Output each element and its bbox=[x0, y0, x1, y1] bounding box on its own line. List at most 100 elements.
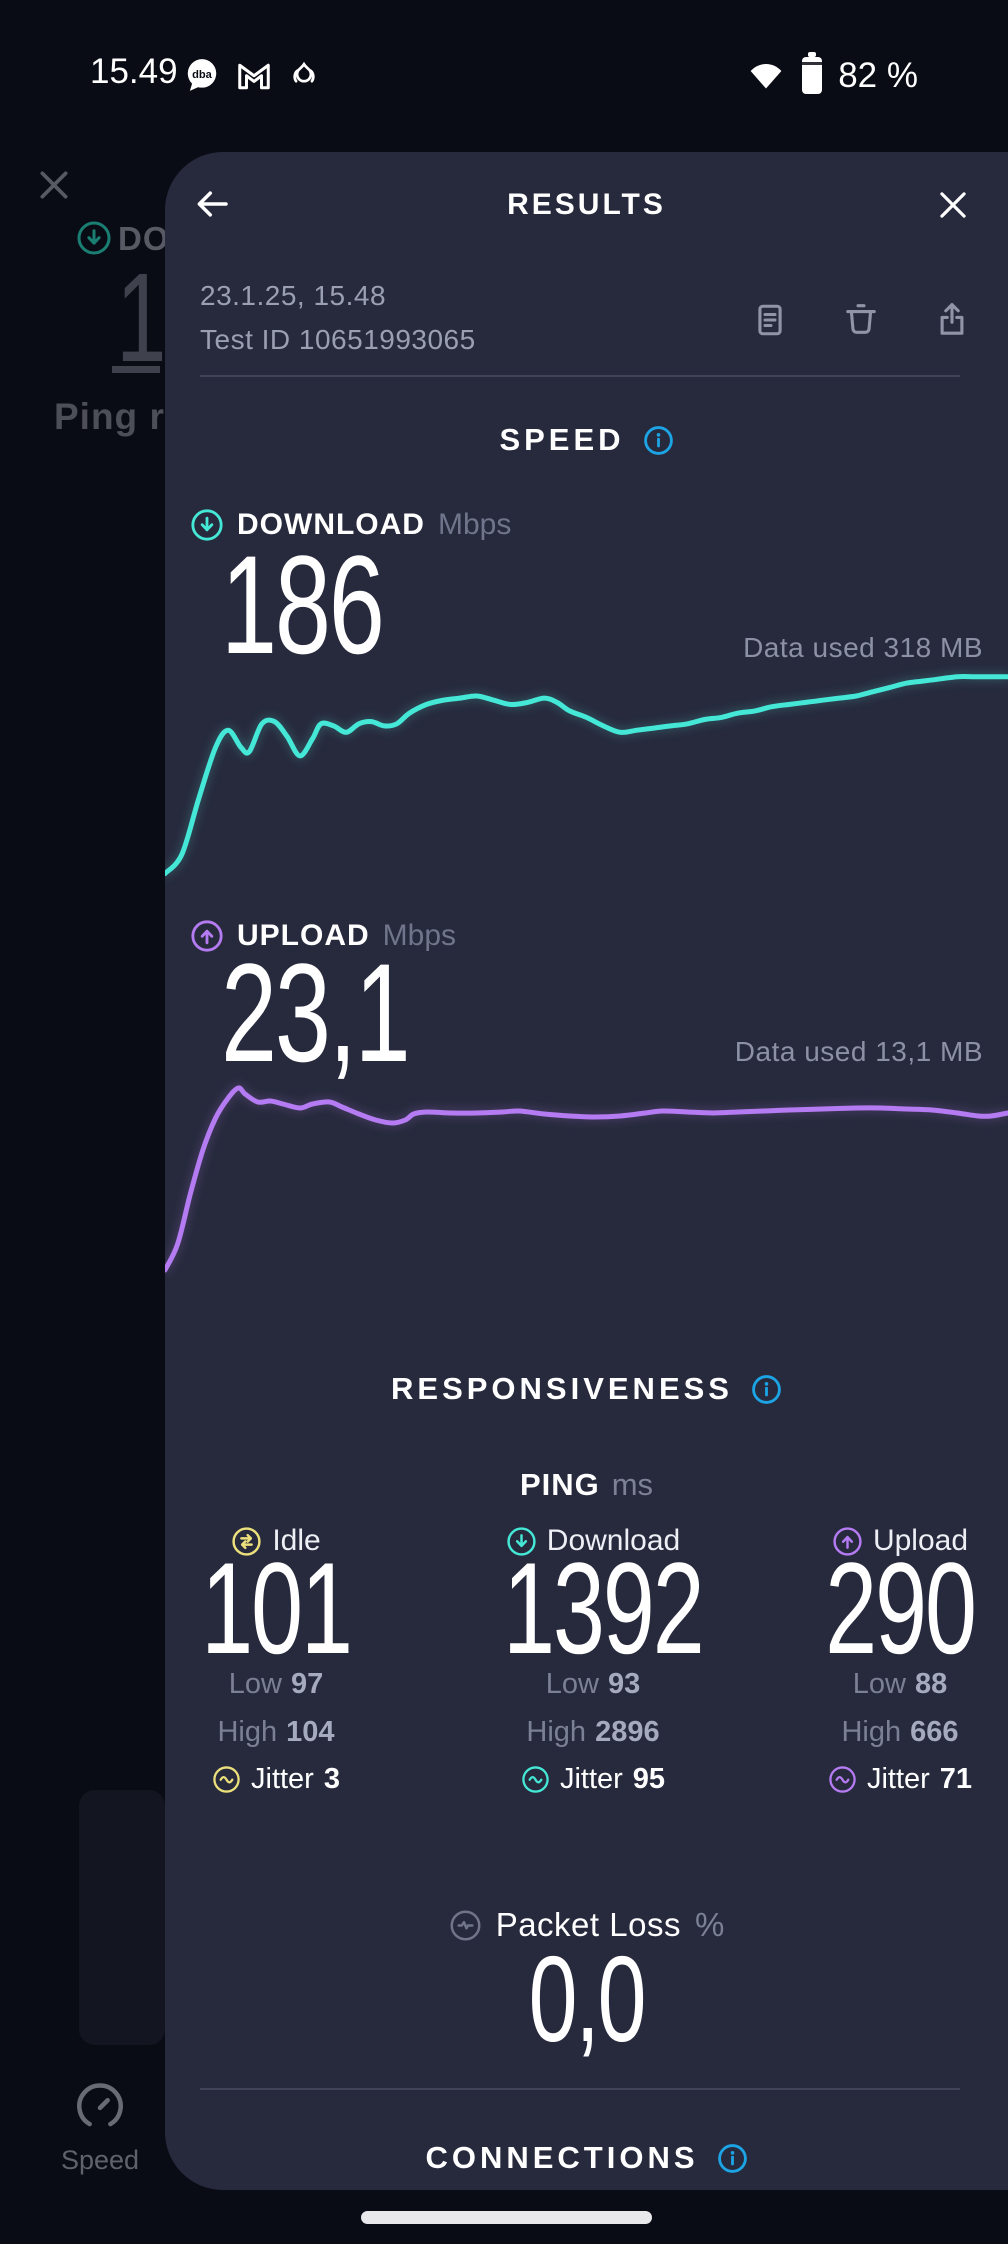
status-right-cluster: 82 % bbox=[746, 52, 918, 99]
test-date: 23.1.25, 15.48 bbox=[200, 280, 387, 311]
packet-loss-icon bbox=[450, 1910, 481, 1940]
dba-notification-icon: dba bbox=[183, 56, 221, 99]
low-value: 88 bbox=[914, 1668, 948, 1700]
idle-ping-value: 101 bbox=[201, 1535, 353, 1681]
jitter-label: Jitter bbox=[559, 1763, 623, 1795]
speed-info-button[interactable] bbox=[643, 425, 674, 456]
download-ping-label: Download bbox=[546, 1524, 681, 1557]
status-bar: 15.49 dba 82 % bbox=[0, 0, 1008, 148]
jitter-icon bbox=[522, 1766, 549, 1793]
test-info: 23.1.25, 15.48 Test ID 10651993065 bbox=[200, 274, 476, 362]
back-button[interactable] bbox=[191, 183, 233, 225]
jitter-value: 3 bbox=[323, 1763, 340, 1795]
upload-data-used: Data used 13,1 MB bbox=[734, 1036, 983, 1067]
responsiveness-title: RESPONSIVENESS bbox=[391, 1371, 733, 1406]
nav-item-speed[interactable]: Speed bbox=[40, 2080, 160, 2176]
underlay-close-button[interactable] bbox=[34, 165, 74, 205]
upload-chart bbox=[165, 1085, 1008, 1273]
upload-ping-icon bbox=[833, 1526, 862, 1556]
share-result-button[interactable] bbox=[930, 298, 974, 342]
high-value: 104 bbox=[286, 1716, 335, 1748]
connections-section-header: CONNECTIONS bbox=[165, 2140, 1008, 2176]
underlay-ping-text: Ping r bbox=[54, 396, 165, 437]
jitter-icon bbox=[213, 1766, 240, 1793]
download-ping-value: 1392 bbox=[503, 1535, 705, 1681]
download-unit: Mbps bbox=[437, 508, 512, 541]
upload-label: UPLOAD bbox=[237, 919, 370, 952]
low-label: Low bbox=[852, 1668, 906, 1700]
ping-unit: ms bbox=[611, 1467, 654, 1502]
high-value: 666 bbox=[910, 1716, 959, 1748]
results-modal: RESULTS 23.1.25, 15.48 Test ID 106519930… bbox=[165, 152, 1008, 2190]
divider bbox=[200, 2088, 960, 2090]
jitter-label: Jitter bbox=[251, 1763, 314, 1795]
result-details-icon bbox=[758, 304, 782, 336]
idle-ping-icon bbox=[232, 1526, 261, 1556]
high-label: High bbox=[217, 1716, 278, 1748]
divider bbox=[200, 375, 960, 377]
svg-text:dba: dba bbox=[192, 69, 213, 81]
download-icon bbox=[191, 509, 223, 541]
download-chart bbox=[165, 674, 1008, 877]
high-value: 2896 bbox=[595, 1716, 660, 1748]
ping-column-idle: Idle 101 Low 97 High 104 Jitter 3 bbox=[165, 1524, 401, 1796]
underlay-download-value: 1 bbox=[116, 247, 167, 388]
jitter-icon bbox=[829, 1766, 856, 1793]
speed-gauge-icon bbox=[77, 2083, 123, 2127]
share-icon bbox=[940, 303, 964, 335]
packet-loss-unit: % bbox=[694, 1906, 725, 1943]
underlay-card bbox=[79, 1790, 165, 2045]
low-value: 93 bbox=[607, 1668, 641, 1700]
upload-icon bbox=[191, 920, 223, 952]
close-button[interactable] bbox=[934, 186, 972, 224]
ping-title: PING bbox=[519, 1467, 600, 1502]
speed-section-header: SPEED bbox=[165, 422, 1008, 458]
upload-ping-value: 290 bbox=[825, 1535, 977, 1681]
ping-column-download: Download 1392 Low 93 High 2896 Jitter 95 bbox=[468, 1524, 718, 1796]
ping-header: PING ms bbox=[165, 1467, 1008, 1503]
battery-icon bbox=[800, 52, 824, 99]
low-label: Low bbox=[228, 1668, 282, 1700]
speed-title: SPEED bbox=[499, 422, 625, 457]
low-value: 97 bbox=[290, 1668, 324, 1700]
packet-loss-value: 0,0 bbox=[528, 1931, 647, 2067]
jitter-label: Jitter bbox=[866, 1763, 930, 1795]
packet-loss-label: Packet Loss bbox=[495, 1906, 681, 1943]
info-icon bbox=[752, 1374, 781, 1404]
upload-unit: Mbps bbox=[382, 919, 457, 952]
high-label: High bbox=[841, 1716, 902, 1748]
upload-value: 23,1 bbox=[221, 934, 411, 1091]
info-icon bbox=[717, 2143, 747, 2173]
result-actions bbox=[748, 298, 974, 342]
close-icon bbox=[940, 192, 966, 218]
high-label: High bbox=[526, 1716, 587, 1748]
delete-result-button[interactable] bbox=[839, 298, 883, 342]
trash-icon bbox=[846, 304, 876, 334]
clock: 15.49 bbox=[90, 52, 178, 91]
download-ping-icon bbox=[507, 1526, 536, 1556]
ping-column-upload: Upload 290 Low 88 High 666 Jitter 71 bbox=[775, 1524, 1008, 1796]
nav-speed-label: Speed bbox=[60, 2145, 140, 2175]
result-details-button[interactable] bbox=[748, 298, 792, 342]
download-data-used: Data used 318 MB bbox=[743, 632, 983, 663]
upload-ping-label: Upload bbox=[872, 1524, 969, 1557]
underlay-download-icon bbox=[76, 220, 112, 261]
download-header: DOWNLOAD Mbps bbox=[190, 508, 511, 542]
connections-info-button[interactable] bbox=[717, 2143, 748, 2174]
modal-title: RESULTS bbox=[507, 188, 666, 221]
jitter-value: 71 bbox=[939, 1763, 973, 1795]
idle-label: Idle bbox=[272, 1524, 321, 1557]
download-value: 186 bbox=[221, 526, 385, 683]
jitter-value: 95 bbox=[632, 1763, 666, 1795]
low-label: Low bbox=[545, 1668, 599, 1700]
responsiveness-info-button[interactable] bbox=[751, 1374, 782, 1405]
wifi-icon bbox=[746, 55, 786, 96]
upload-header: UPLOAD Mbps bbox=[190, 919, 456, 953]
tulip-notification-icon bbox=[286, 56, 322, 97]
packet-loss-header: Packet Loss % bbox=[165, 1906, 1008, 1944]
battery-percent: 82 % bbox=[838, 55, 918, 95]
test-id: Test ID 10651993065 bbox=[200, 324, 476, 355]
gesture-handle[interactable] bbox=[361, 2211, 652, 2224]
back-arrow-icon bbox=[197, 191, 228, 217]
